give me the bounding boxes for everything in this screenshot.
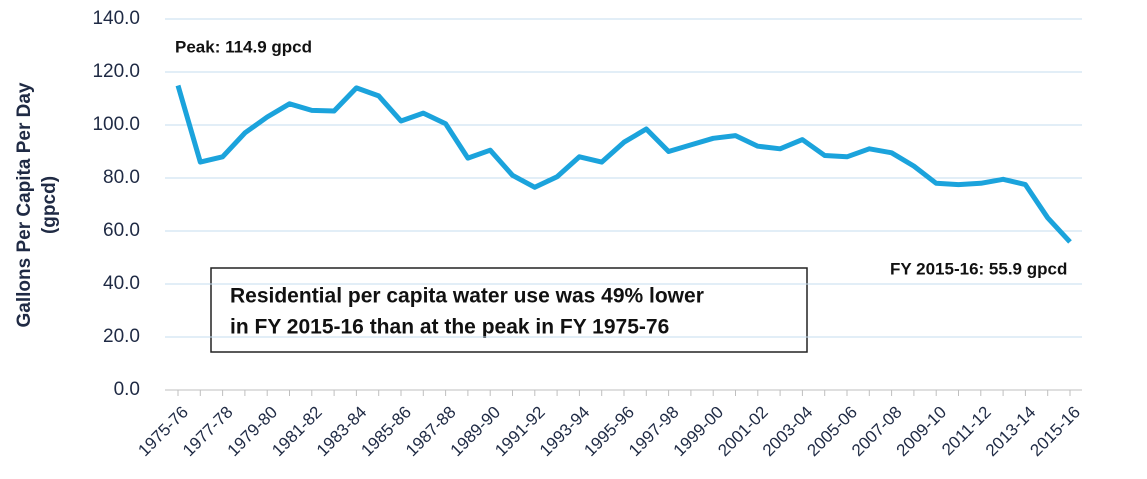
- y-tick-label: 100.0: [92, 114, 140, 135]
- y-tick-label: 0.0: [114, 379, 140, 400]
- annotation: Peak: 114.9 gpcd: [175, 37, 312, 56]
- y-tick-label: 40.0: [103, 273, 140, 294]
- x-tick-label: 2009-10: [893, 403, 951, 461]
- y-tick-label: 140.0: [92, 8, 140, 29]
- data-line: [175, 84, 1072, 244]
- annotation-box-text: Residential per capita water use was 49%…: [230, 285, 704, 308]
- x-tick-label: 2015-16: [1026, 403, 1084, 461]
- y-tick-label: 80.0: [103, 167, 140, 188]
- y-axis-label: (gpcd): [39, 176, 60, 234]
- annotation: FY 2015-16: 55.9 gpcd: [890, 259, 1067, 278]
- y-tick-label: 120.0: [92, 61, 140, 82]
- annotation-box-text: in FY 2015-16 than at the peak in FY 197…: [230, 316, 669, 339]
- y-axis-label: Gallons Per Capita Per Day: [14, 82, 35, 327]
- y-tick-label: 20.0: [103, 326, 140, 347]
- annotation-box: [210, 267, 808, 353]
- y-tick-label: 60.0: [103, 220, 140, 241]
